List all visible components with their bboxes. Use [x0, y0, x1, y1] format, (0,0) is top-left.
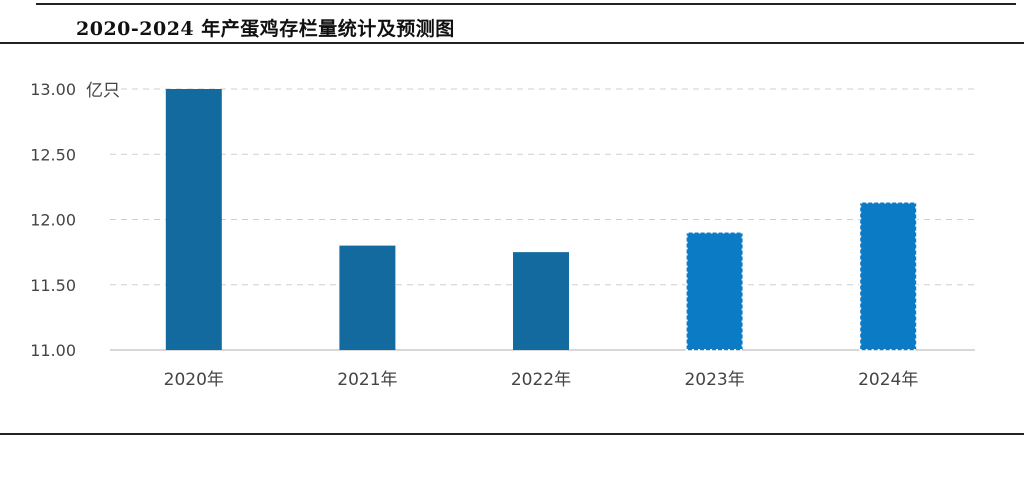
x-tick-label: 2023年	[684, 370, 744, 390]
x-tick-label: 2022年	[511, 370, 571, 390]
title-underline	[0, 42, 1024, 44]
chart-title: 2020-2024 年产蛋鸡存栏量统计及预测图	[76, 18, 455, 40]
y-tick-label: 12.00	[30, 211, 76, 230]
bar	[165, 89, 222, 350]
y-tick-labels: 11.00 11.50 12.00 12.50 13.00	[30, 80, 76, 360]
forecast-bar	[685, 231, 744, 351]
y-tick-label: 13.00	[30, 80, 76, 99]
y-tick-label: 11.50	[30, 276, 76, 295]
x-tick-label: 2024年	[858, 370, 918, 390]
bar	[339, 245, 396, 350]
y-tick-label: 12.50	[30, 145, 76, 164]
top-rule	[36, 3, 1016, 5]
x-tick-label: 2021年	[337, 370, 397, 390]
y-tick-label: 11.00	[30, 341, 76, 360]
x-tick-labels: 2020年 2021年 2022年 2023年 2024年	[164, 370, 919, 390]
y-unit-label: 亿只	[86, 81, 120, 101]
bars	[165, 89, 918, 351]
bottom-rule	[0, 433, 1024, 435]
forecast-bar	[859, 201, 918, 351]
bar	[513, 252, 569, 350]
x-tick-label: 2020年	[164, 370, 224, 390]
